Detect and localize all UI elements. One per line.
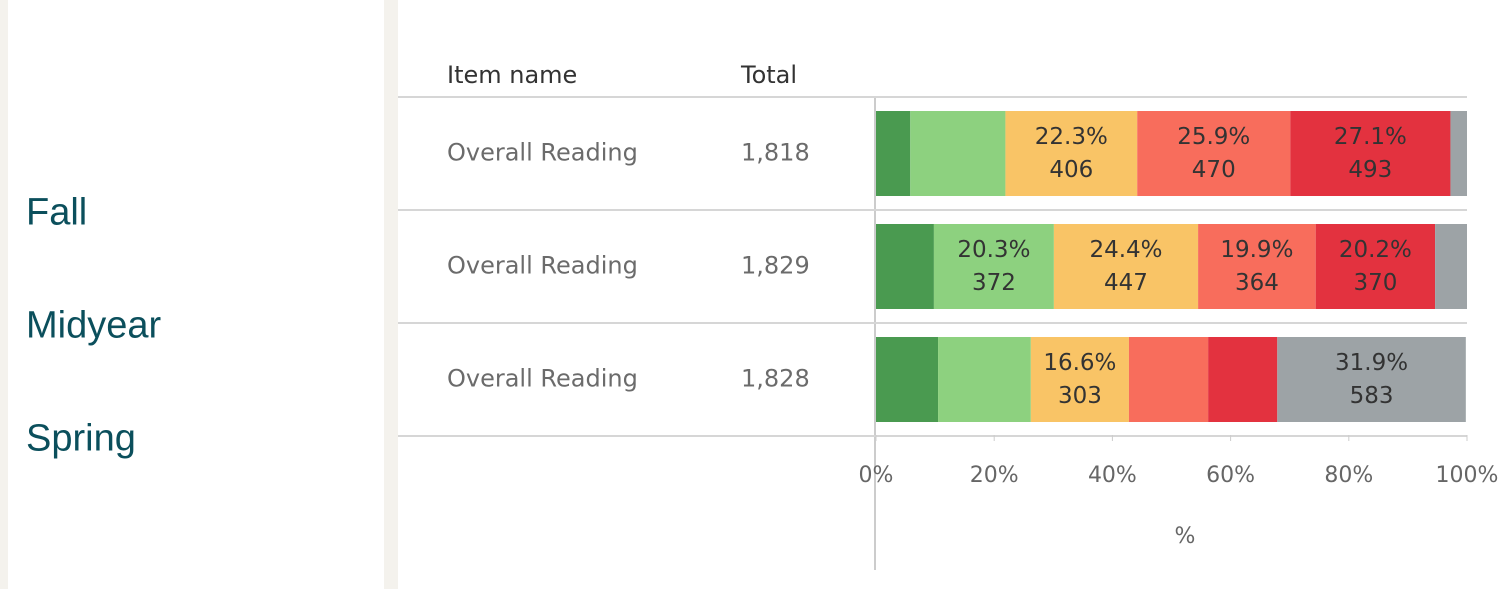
x-tick-label: 60% (1206, 463, 1255, 488)
data-label: 25.9% (1177, 124, 1250, 150)
left-panel (8, 0, 384, 589)
bar-segment (910, 111, 1006, 196)
data-label: 493 (1348, 157, 1392, 183)
data-label: 24.4% (1089, 237, 1162, 263)
data-label: 31.9% (1335, 350, 1408, 376)
x-tick-label: 20% (970, 463, 1019, 488)
x-tick-label: 80% (1324, 463, 1373, 488)
bar-segment (1005, 111, 1138, 196)
bar-segment (938, 337, 1031, 422)
data-label: 364 (1235, 270, 1279, 296)
bar-segment (1290, 111, 1451, 196)
total: 1,818 (741, 139, 810, 167)
x-tick-label: 0% (859, 463, 894, 488)
data-label: 22.3% (1035, 124, 1108, 150)
bar-segment (1435, 224, 1467, 309)
data-label: 20.3% (957, 237, 1030, 263)
bar-segment (876, 224, 934, 309)
data-label: 16.6% (1043, 350, 1116, 376)
item-name: Overall Reading (447, 252, 638, 280)
bar-segment (1128, 337, 1209, 422)
bar-segment (1277, 337, 1466, 422)
bar-segment (1208, 337, 1278, 422)
period-label: Midyear (26, 305, 161, 347)
data-label: 370 (1353, 270, 1397, 296)
data-label: 20.2% (1339, 237, 1412, 263)
bar-segment (1053, 224, 1199, 309)
period-label: Fall (26, 192, 87, 234)
total: 1,828 (741, 365, 810, 393)
total: 1,829 (741, 252, 810, 280)
data-label: 372 (972, 270, 1016, 296)
bar-segment (1315, 224, 1436, 309)
column-header: Total (740, 61, 797, 89)
data-label: 19.9% (1220, 237, 1293, 263)
bar-segment (1198, 224, 1316, 309)
x-axis-label: % (1175, 524, 1196, 549)
bar-segment (876, 337, 939, 422)
bar-segment (1137, 111, 1291, 196)
x-tick-label: 40% (1088, 463, 1137, 488)
data-label: 470 (1192, 157, 1236, 183)
column-header: Item name (447, 61, 577, 89)
bar-segment (1030, 337, 1129, 422)
item-name: Overall Reading (447, 365, 638, 393)
period-label: Spring (26, 418, 136, 460)
bar-segment (933, 224, 1054, 309)
x-tick-label: 100% (1436, 463, 1499, 488)
bar-segment (1450, 111, 1467, 196)
bar-segment (876, 111, 911, 196)
data-label: 583 (1350, 383, 1394, 409)
item-name: Overall Reading (447, 139, 638, 167)
data-label: 303 (1058, 383, 1102, 409)
data-label: 27.1% (1334, 124, 1407, 150)
data-label: 447 (1104, 270, 1148, 296)
data-label: 406 (1049, 157, 1093, 183)
